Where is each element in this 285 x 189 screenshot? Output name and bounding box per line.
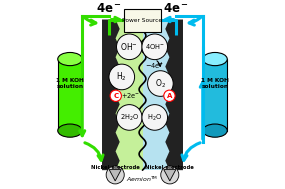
Text: C: C [113,93,118,99]
Text: Power Source: Power Source [123,18,162,23]
Ellipse shape [203,124,227,137]
Text: Aemion$^{\rm TM}$: Aemion$^{\rm TM}$ [127,175,158,184]
Circle shape [106,166,124,184]
Circle shape [117,105,142,130]
Ellipse shape [203,53,227,66]
FancyBboxPatch shape [142,19,183,170]
Text: 4OH$^{-}$: 4OH$^{-}$ [145,42,165,51]
Circle shape [161,166,179,184]
Circle shape [164,90,175,101]
Circle shape [148,71,173,96]
Ellipse shape [58,53,82,66]
Bar [58,59,82,131]
Text: A: A [167,93,172,99]
Circle shape [109,64,135,90]
FancyBboxPatch shape [102,19,142,170]
Bar [203,59,227,131]
Text: $-$4e$^{-}$: $-$4e$^{-}$ [145,61,164,70]
Text: H$_2$: H$_2$ [117,71,127,83]
Text: Nickel electrode: Nickel electrode [145,164,194,170]
Circle shape [142,105,168,130]
Text: O$_2$: O$_2$ [155,77,166,90]
FancyBboxPatch shape [124,9,161,32]
Text: OH$^{-}$: OH$^{-}$ [121,41,138,52]
Text: H$_2$O: H$_2$O [147,112,162,122]
Ellipse shape [58,124,82,137]
Polygon shape [164,170,176,181]
Circle shape [110,90,121,101]
Text: Nickel electrode: Nickel electrode [91,164,140,170]
Circle shape [142,34,168,60]
Text: 2H$_2$O: 2H$_2$O [120,112,139,122]
Polygon shape [165,19,183,170]
Circle shape [117,34,142,60]
Text: $\mathbf{4e^-}$: $\mathbf{4e^-}$ [163,2,189,15]
Polygon shape [102,19,120,170]
Text: $\mathbf{4e^-}$: $\mathbf{4e^-}$ [96,2,122,15]
Text: 1 M KOH
solution: 1 M KOH solution [201,78,229,89]
Text: 1 M KOH
solution: 1 M KOH solution [56,78,84,89]
Text: +2e$^{-}$: +2e$^{-}$ [121,91,140,100]
Polygon shape [109,170,121,181]
